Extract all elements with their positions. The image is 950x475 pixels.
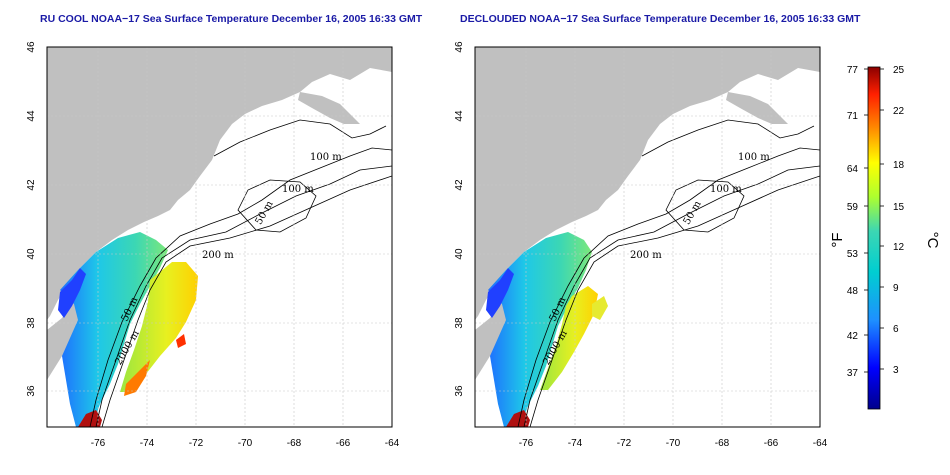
lat-tick: 36 bbox=[26, 385, 37, 397]
contour-label: 100 m bbox=[310, 152, 342, 163]
contour-200m bbox=[529, 175, 820, 427]
lon-axis: -76 -74 -72 -70 -68 -66 -64 bbox=[91, 438, 400, 449]
colorbar: 77 71 64 59 53 48 42 37 25 22 18 15 12 9… bbox=[829, 65, 941, 410]
fahrenheit-unit-label: °F bbox=[829, 232, 846, 247]
contour-label: 200 m bbox=[202, 250, 234, 261]
sst-warm-patch bbox=[540, 286, 598, 390]
lon-tick: -70 bbox=[666, 438, 681, 449]
lat-tick: 38 bbox=[454, 317, 465, 329]
fahrenheit-scale: 77 71 64 59 53 48 42 37 bbox=[847, 65, 859, 379]
celsius-tick: 25 bbox=[893, 65, 905, 76]
fahrenheit-tick: 42 bbox=[847, 331, 859, 342]
sst-swath bbox=[488, 232, 592, 427]
lon-tick: -64 bbox=[385, 438, 400, 449]
lon-tick: -68 bbox=[287, 438, 302, 449]
sst-orange-patch bbox=[124, 360, 150, 396]
contour-label: 200 m bbox=[630, 250, 662, 261]
lon-tick: -76 bbox=[91, 438, 106, 449]
lat-tick: 42 bbox=[454, 179, 465, 191]
map-title: DECLOUDED NOAA−17 Sea Surface Temperatur… bbox=[460, 13, 861, 25]
contour-bank bbox=[665, 179, 745, 233]
lon-tick: -72 bbox=[617, 438, 632, 449]
fahrenheit-tick: 71 bbox=[847, 111, 859, 122]
fahrenheit-tick: 37 bbox=[847, 368, 859, 379]
celsius-tick: 6 bbox=[893, 324, 899, 335]
contour-100m bbox=[95, 165, 392, 427]
contour-200m bbox=[101, 175, 392, 427]
land-mass bbox=[47, 47, 392, 320]
lon-tick: -66 bbox=[336, 438, 351, 449]
contour-50m bbox=[517, 147, 820, 427]
lon-tick: -64 bbox=[813, 438, 828, 449]
contour-label: 100 m bbox=[282, 184, 314, 195]
lon-tick: -66 bbox=[764, 438, 779, 449]
lon-tick: -74 bbox=[140, 438, 155, 449]
lon-tick: -74 bbox=[568, 438, 583, 449]
lon-tick: -76 bbox=[519, 438, 534, 449]
sst-red-edge bbox=[176, 334, 186, 348]
lat-axis: 36 38 40 42 44 46 bbox=[454, 41, 465, 397]
sst-warm-patch bbox=[120, 262, 198, 392]
sst-swath bbox=[60, 232, 168, 427]
fahrenheit-tick: 77 bbox=[847, 65, 859, 76]
celsius-tick: 3 bbox=[893, 365, 899, 376]
colorbar-gradient bbox=[867, 66, 881, 410]
fahrenheit-tick: 64 bbox=[847, 164, 859, 175]
contour-100m bbox=[523, 165, 820, 427]
lat-tick: 44 bbox=[454, 110, 465, 122]
contour-label: 100 m bbox=[738, 152, 770, 163]
lat-tick: 40 bbox=[26, 248, 37, 260]
lat-tick: 44 bbox=[26, 110, 37, 122]
contour-bank bbox=[237, 179, 317, 233]
sst-gulf-stream bbox=[78, 410, 102, 427]
lat-axis: 36 38 40 42 44 46 bbox=[26, 41, 37, 397]
lat-tick: 38 bbox=[26, 317, 37, 329]
map-title: RU COOL NOAA−17 Sea Surface Temperature … bbox=[40, 13, 423, 25]
lon-tick: -72 bbox=[189, 438, 204, 449]
celsius-tick: 15 bbox=[893, 202, 905, 213]
celsius-tick: 22 bbox=[893, 106, 905, 117]
fahrenheit-tick: 59 bbox=[847, 202, 859, 213]
sst-gulf-stream bbox=[506, 410, 530, 427]
lat-tick: 46 bbox=[26, 41, 37, 53]
map-frame bbox=[46, 46, 393, 428]
fahrenheit-tick: 53 bbox=[847, 249, 859, 260]
contour-label: 100 m bbox=[710, 184, 742, 195]
map-frame bbox=[474, 46, 821, 428]
land-mass bbox=[475, 47, 820, 320]
lat-tick: 46 bbox=[454, 41, 465, 53]
sst-blue-bay bbox=[486, 268, 514, 318]
map-panel-declouded: DECLOUDED NOAA−17 Sea Surface Temperatur… bbox=[454, 13, 861, 449]
celsius-tick: 9 bbox=[893, 283, 899, 294]
contour-50m bbox=[89, 147, 392, 427]
lat-tick: 42 bbox=[26, 179, 37, 191]
celsius-tick: 12 bbox=[893, 242, 905, 253]
celsius-unit-label: °C bbox=[924, 232, 941, 249]
sst-warm-blob bbox=[592, 296, 608, 320]
lon-axis: -76 -74 -72 -70 -68 -66 -64 bbox=[519, 438, 828, 449]
fahrenheit-tick: 48 bbox=[847, 286, 859, 297]
sst-blue-bay bbox=[58, 268, 86, 318]
celsius-tick: 18 bbox=[893, 160, 905, 171]
celsius-scale: 25 22 18 15 12 9 6 3 bbox=[893, 65, 905, 376]
lat-tick: 40 bbox=[454, 248, 465, 260]
map-panel-raw: RU COOL NOAA−17 Sea Surface Temperature … bbox=[26, 13, 423, 449]
lat-tick: 36 bbox=[454, 385, 465, 397]
lon-tick: -68 bbox=[715, 438, 730, 449]
lon-tick: -70 bbox=[238, 438, 253, 449]
